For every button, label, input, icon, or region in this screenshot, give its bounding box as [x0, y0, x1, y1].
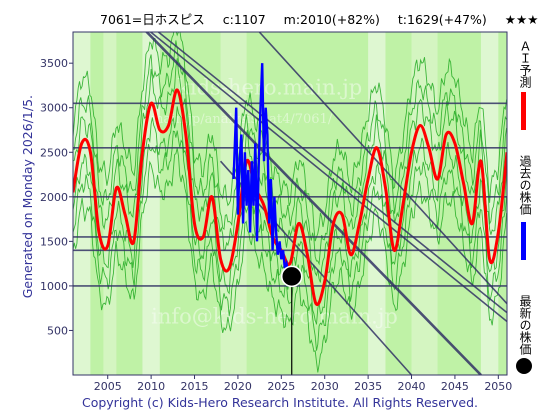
watermark-text: info@kids-hero.main.jp: [151, 304, 398, 328]
x-tick-label: 2010: [137, 380, 165, 393]
x-tick-label: 2025: [267, 380, 295, 393]
legend-past-swatch: [521, 222, 526, 260]
legend-forecast-swatch: [521, 92, 526, 130]
ai-forecast-line: [73, 88, 507, 307]
forecast-band-line: [73, 130, 507, 351]
x-tick-label: 2005: [94, 380, 122, 393]
forecast-band-line: [73, 32, 507, 242]
forecast-band-line: [73, 58, 507, 283]
x-tick-label: 2045: [441, 380, 469, 393]
y-tick-label: 2000: [40, 191, 68, 204]
legend-latest-price-label: 最新の株価: [518, 295, 532, 355]
rating-stars: ★★★: [504, 12, 539, 27]
x-tick-label: 2040: [398, 380, 426, 393]
y-tick-label: 2500: [40, 146, 68, 159]
watermark-text: kids-hero.main.jp: [177, 75, 362, 99]
forecast-band-line: [73, 40, 507, 266]
close-price: c:1107: [222, 12, 266, 27]
median-price: m:2010(+82%): [283, 12, 380, 27]
latest-price-marker: [280, 265, 303, 288]
generated-date: Generated on Monday 2026/1/5.: [20, 95, 35, 299]
x-tick-label: 2030: [311, 380, 339, 393]
trend-line: [157, 32, 507, 314]
past-price-line: [232, 63, 290, 273]
x-tick-label: 2050: [484, 380, 512, 393]
legend-past-price-label: 過去の株価: [518, 155, 532, 215]
stock-code-name: 7061=日ホスピス: [100, 12, 205, 27]
plot-frame: [72, 31, 508, 376]
target-price: t:1629(+47%): [397, 12, 487, 27]
chart-header: 7061=日ホスピス c:1107 m:2010(+82%) t:1629(+4…: [100, 9, 552, 28]
forecast-band-line: [73, 148, 507, 373]
x-tick-label: 2035: [354, 380, 382, 393]
legend-ai-forecast-label: ＡＩ予測: [518, 40, 532, 88]
trend-line: [144, 32, 482, 375]
trend-line: [149, 32, 507, 323]
legend-latest-swatch: [516, 358, 532, 374]
copyright-notice: Copyright (c) Kids-Hero Research Institu…: [81, 395, 479, 410]
y-tick-label: 500: [47, 324, 68, 337]
y-tick-label: 1500: [40, 235, 68, 248]
x-tick-label: 2020: [224, 380, 252, 393]
y-tick-label: 3500: [40, 57, 68, 70]
x-tick-label: 2015: [181, 380, 209, 393]
y-tick-label: 3000: [40, 102, 68, 115]
y-tick-label: 1000: [40, 280, 68, 293]
